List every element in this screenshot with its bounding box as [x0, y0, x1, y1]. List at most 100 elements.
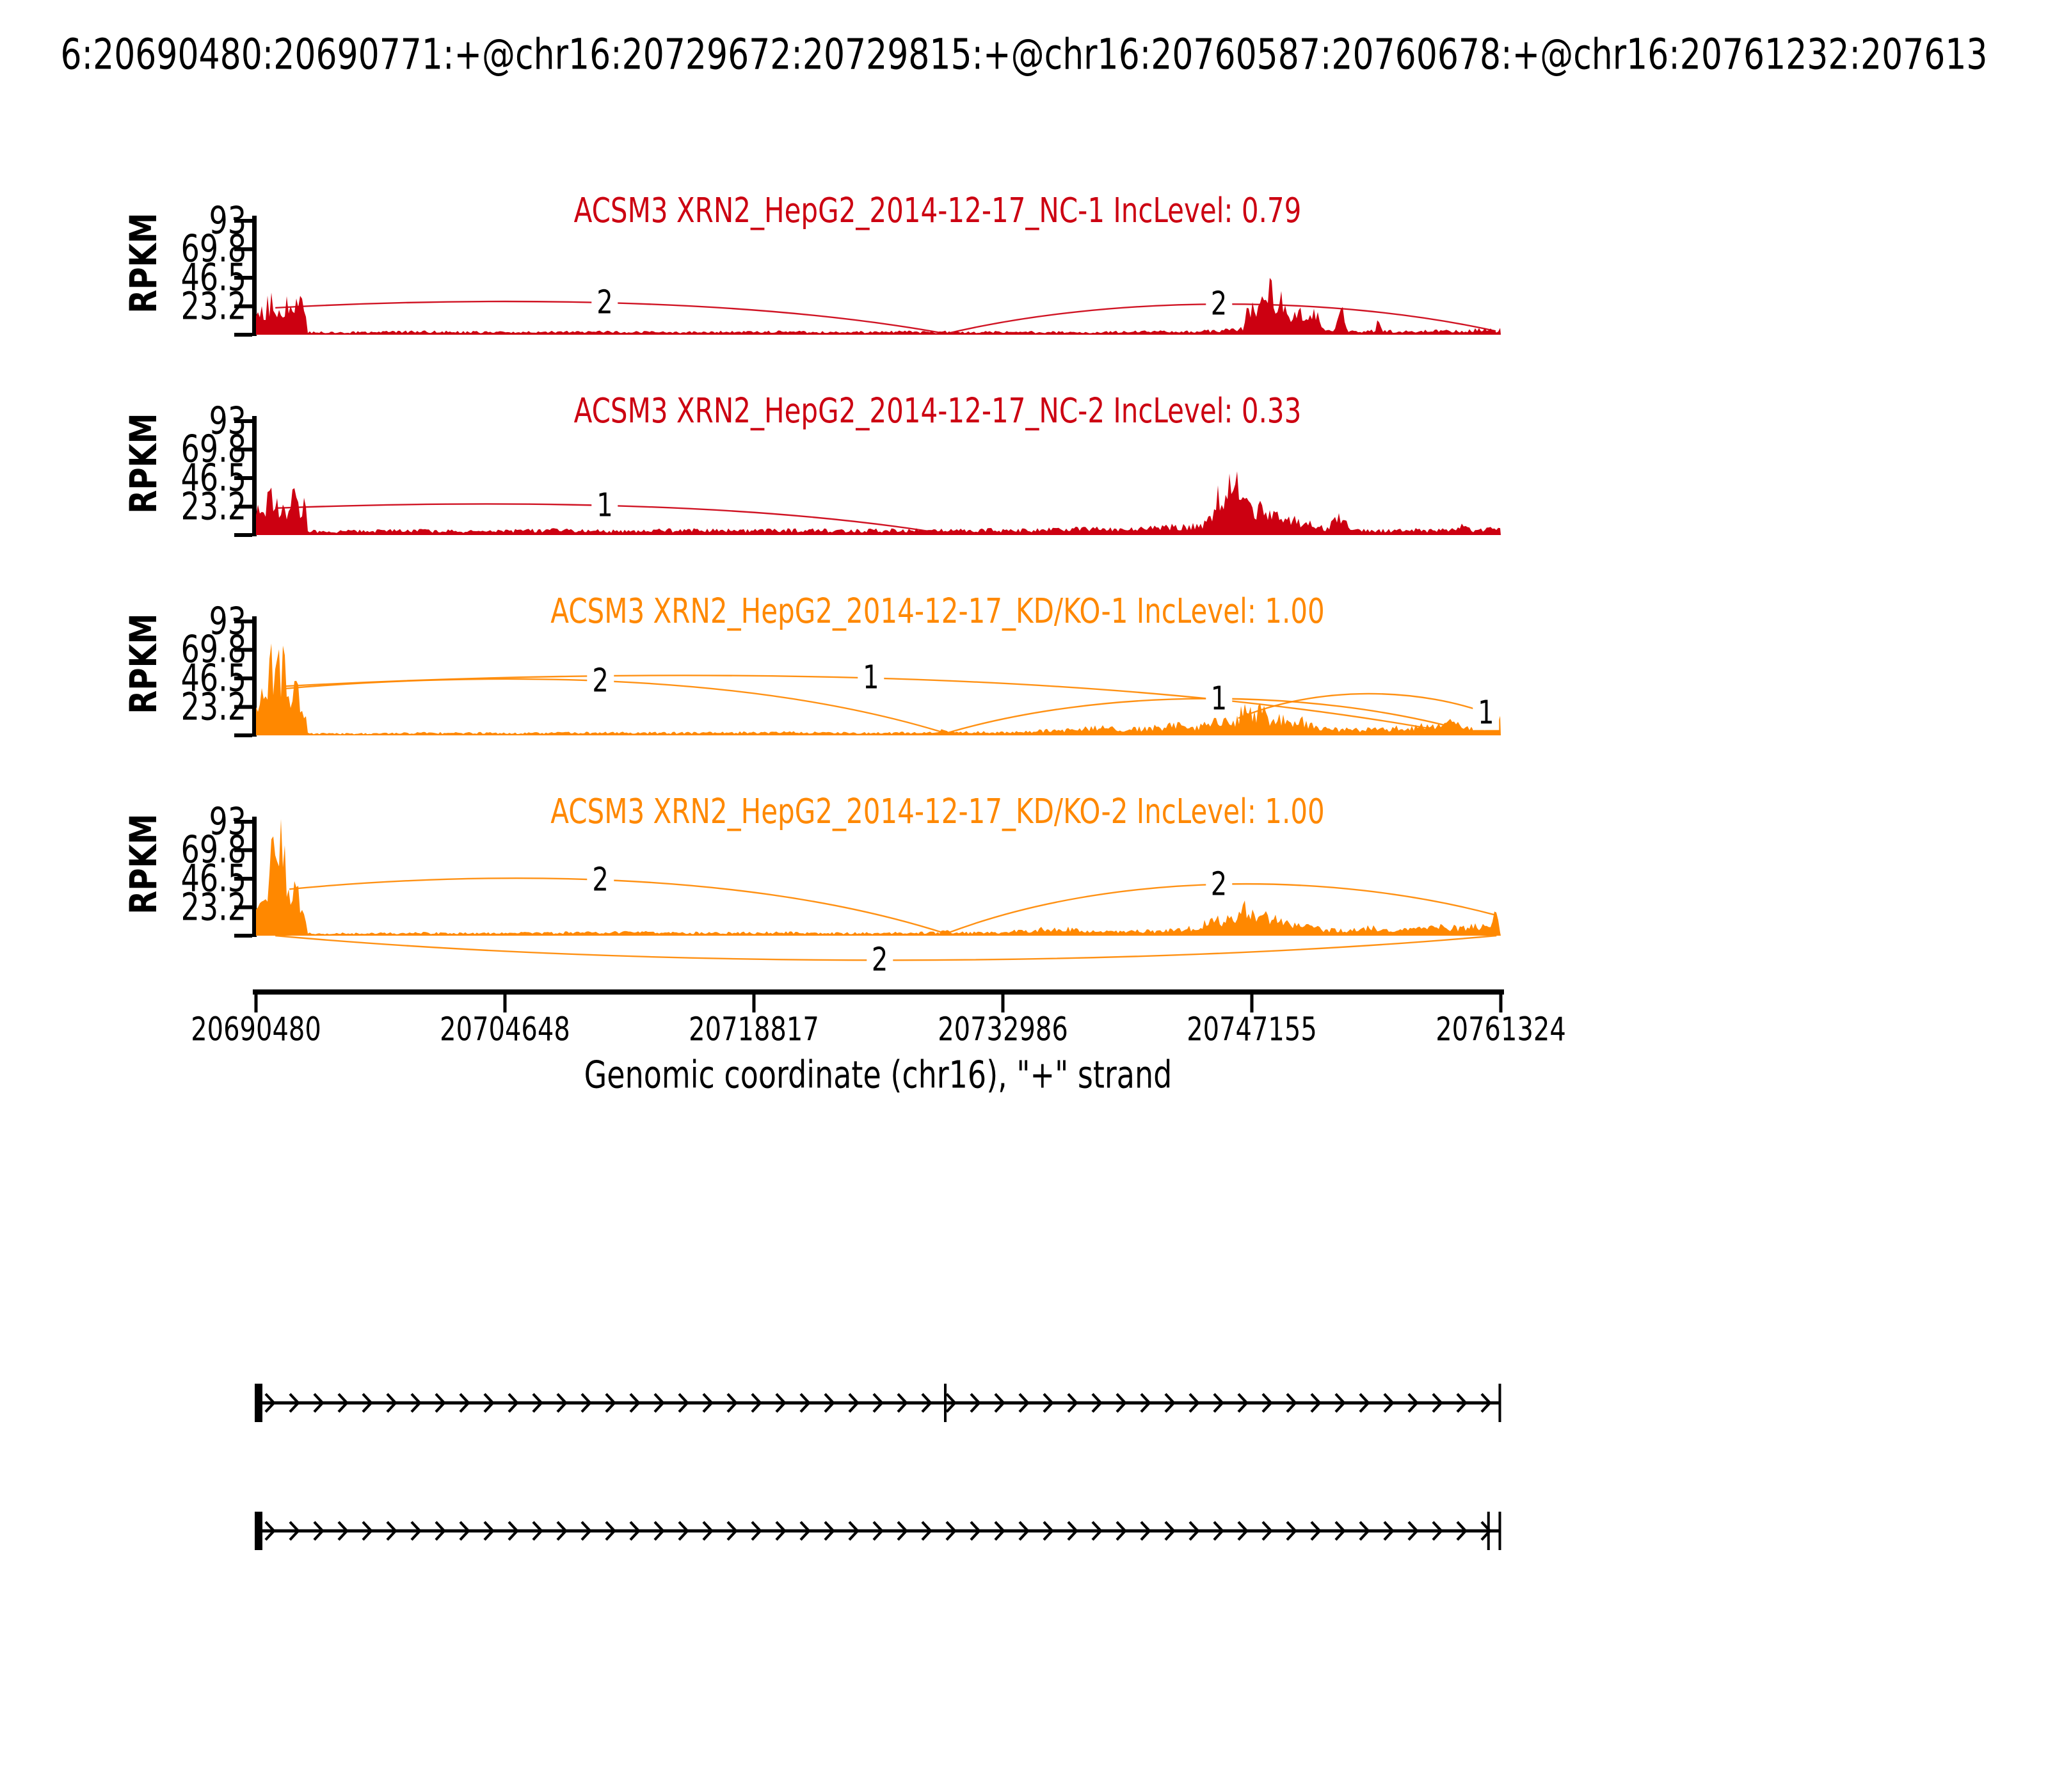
y-axis-tick	[234, 304, 252, 308]
strand-arrow	[751, 1393, 762, 1413]
x-tick-label: 20761324	[1436, 1011, 1566, 1049]
strand-arrow	[1091, 1521, 1103, 1541]
junction-count-label: 2	[866, 943, 893, 977]
strand-arrow	[1480, 1521, 1492, 1541]
strand-arrow	[653, 1521, 665, 1541]
strand-arrow	[1383, 1393, 1395, 1413]
y-tick-label: 69.8	[180, 427, 246, 471]
strand-arrow	[264, 1521, 276, 1541]
strand-arrow	[1188, 1393, 1200, 1413]
strand-arrow	[1237, 1521, 1249, 1541]
strand-arrow	[945, 1521, 957, 1541]
strand-arrow	[994, 1393, 1005, 1413]
strand-arrow	[337, 1521, 349, 1541]
strand-arrow	[1261, 1393, 1273, 1413]
y-axis-tick	[234, 705, 252, 709]
y-axis-tick	[234, 620, 252, 623]
y-axis-tick	[234, 676, 252, 680]
strand-arrow	[1116, 1393, 1127, 1413]
y-axis-tick	[234, 533, 252, 537]
strand-arrow	[848, 1521, 860, 1541]
strand-arrow	[1456, 1393, 1468, 1413]
strand-arrow	[897, 1521, 908, 1541]
strand-arrow	[1091, 1393, 1103, 1413]
junction-count-label: 2	[1205, 287, 1233, 321]
coverage-area-track-2	[256, 471, 1501, 535]
track-title-nc-1: ACSM3 XRN2_HepG2_2014-12-17_NC-1 IncLeve…	[573, 190, 1302, 230]
strand-arrow	[508, 1393, 519, 1413]
strand-arrow	[1432, 1521, 1443, 1541]
strand-arrow	[775, 1393, 787, 1413]
strand-arrow	[435, 1393, 446, 1413]
strand-arrow	[1334, 1393, 1346, 1413]
x-tick-label: 20718817	[689, 1011, 819, 1049]
strand-arrow	[629, 1393, 641, 1413]
strand-arrow	[1043, 1521, 1054, 1541]
transcript-exon	[944, 1384, 947, 1422]
strand-arrow	[1140, 1393, 1151, 1413]
strand-arrow	[362, 1521, 373, 1541]
y-tick-label: 23.2	[180, 284, 246, 328]
coverage-area-track-1	[256, 278, 1501, 335]
x-tick-label: 20690480	[191, 1011, 321, 1049]
strand-arrow	[1067, 1521, 1078, 1541]
strand-arrow	[1456, 1521, 1468, 1541]
y-axis-tick	[234, 848, 252, 852]
strand-arrow	[629, 1521, 641, 1541]
strand-arrow	[410, 1393, 422, 1413]
strand-arrow	[824, 1393, 835, 1413]
strand-arrow	[337, 1393, 349, 1413]
y-axis-tick	[234, 905, 252, 909]
strand-arrow	[313, 1521, 324, 1541]
y-tick-label: 93	[209, 398, 246, 443]
strand-arrow	[1116, 1521, 1127, 1541]
strand-arrow	[264, 1393, 276, 1413]
x-tick-label: 20704648	[440, 1011, 570, 1049]
y-tick-label: 69.8	[180, 627, 246, 671]
y-axis-tick	[234, 247, 252, 252]
strand-arrow	[1407, 1521, 1419, 1541]
strand-arrow	[799, 1521, 811, 1541]
strand-arrow	[1480, 1393, 1492, 1413]
strand-arrow	[726, 1393, 738, 1413]
strand-arrow	[970, 1521, 981, 1541]
figure-title: 6:20690480:20690771:+@chr16:20729672:207…	[60, 31, 1988, 80]
strand-arrow	[386, 1521, 397, 1541]
transcript-exon	[255, 1384, 262, 1422]
strand-arrow	[1432, 1393, 1443, 1413]
strand-arrow	[1164, 1521, 1176, 1541]
strand-arrow	[702, 1521, 714, 1541]
strand-arrow	[410, 1521, 422, 1541]
strand-arrow	[1286, 1521, 1297, 1541]
strand-arrow	[532, 1521, 543, 1541]
strand-arrow	[605, 1521, 616, 1541]
strand-arrow	[848, 1393, 860, 1413]
x-axis-label: Genomic coordinate (chr16), "+" strand	[584, 1052, 1172, 1097]
coverage-area-track-4	[256, 819, 1501, 936]
strand-arrow	[1140, 1521, 1151, 1541]
y-tick-label: 23.2	[180, 684, 246, 728]
strand-arrow	[1213, 1521, 1224, 1541]
strand-arrow	[459, 1521, 470, 1541]
transcript-intron-line	[256, 1529, 1501, 1533]
y-axis-tick	[234, 504, 252, 509]
y-tick-label: 23.2	[180, 884, 246, 929]
strand-arrow	[1334, 1521, 1346, 1541]
y-tick-label: 69.8	[180, 828, 246, 872]
junction-count-label: 1	[1473, 696, 1500, 730]
y-tick-label: 93	[209, 799, 246, 844]
strand-arrow	[580, 1521, 592, 1541]
junction-count-label: 1	[591, 488, 618, 523]
y-axis-tick	[234, 476, 252, 480]
x-axis-tick	[503, 992, 507, 1012]
strand-arrow	[508, 1521, 519, 1541]
junction-count-label: 2	[587, 664, 614, 698]
strand-arrow	[362, 1393, 373, 1413]
strand-arrow	[1407, 1393, 1419, 1413]
strand-arrow	[483, 1393, 495, 1413]
y-axis-tick	[234, 934, 252, 938]
track-title-kdko-1: ACSM3 XRN2_HepG2_2014-12-17_KD/KO-1 IncL…	[550, 591, 1325, 631]
x-axis-tick	[752, 992, 756, 1012]
